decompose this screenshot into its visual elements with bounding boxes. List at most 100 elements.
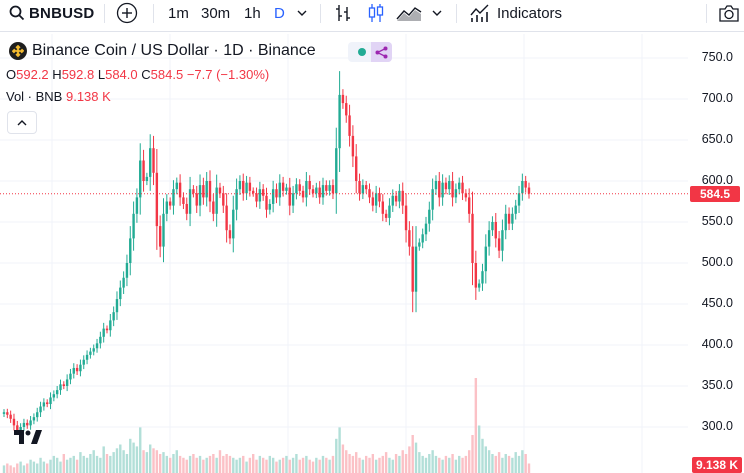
volume-legend[interactable]: Vol · BNB 9.138 K <box>6 89 111 104</box>
volume-bar <box>102 446 105 473</box>
volume-bar <box>454 459 458 473</box>
bnb-logo-icon <box>9 42 27 60</box>
volume-bar <box>504 454 507 473</box>
candle-body <box>152 148 155 173</box>
volume-bar <box>218 450 222 473</box>
volume-bar <box>335 438 338 473</box>
candle-body <box>501 230 504 251</box>
market-status-pill[interactable] <box>348 42 392 62</box>
interval-1m[interactable]: 1m <box>168 4 189 22</box>
volume-bar <box>188 455 192 473</box>
volume-bar <box>328 459 331 473</box>
volume-bar <box>32 461 36 473</box>
candle-body <box>517 193 521 206</box>
volume-bar <box>391 459 394 473</box>
candles-style-button[interactable] <box>366 0 386 26</box>
price-axis-label: 350.0 <box>701 378 733 392</box>
candle-body <box>185 203 188 214</box>
candle-body <box>358 181 361 194</box>
high-label: H <box>52 67 62 82</box>
candle-body <box>198 185 202 206</box>
volume-bar <box>351 455 355 473</box>
candle-body <box>491 222 494 231</box>
chevron-up-icon <box>17 119 27 125</box>
chart-type-dropdown[interactable] <box>431 0 443 26</box>
volume-bar <box>168 457 172 473</box>
candle-body <box>22 422 26 427</box>
volume-bar <box>494 455 497 473</box>
volume-bar <box>36 463 39 473</box>
volume-bar <box>461 457 464 473</box>
candle-body <box>122 277 125 288</box>
candle-body <box>318 187 321 198</box>
volume-bar <box>408 446 411 473</box>
candle-body <box>371 197 375 206</box>
volume-bar <box>381 455 384 473</box>
candle-body <box>484 246 488 272</box>
volume-bar <box>388 457 391 473</box>
volume-bar <box>65 459 69 473</box>
volume-bar <box>72 455 75 473</box>
candle-body <box>195 193 198 206</box>
candle-body <box>265 195 268 210</box>
interval-d[interactable]: D <box>274 4 285 22</box>
candle-body <box>42 402 46 407</box>
volume-bar <box>325 457 328 473</box>
volume-bar <box>129 438 132 473</box>
interval-1h[interactable]: 1h <box>244 4 261 22</box>
volume-bar <box>507 455 511 473</box>
open-label: O <box>6 67 17 82</box>
candle-body <box>497 238 501 251</box>
candle-body <box>79 364 82 372</box>
candle-body <box>75 367 79 372</box>
volume-bar <box>205 457 208 473</box>
interval-dropdown[interactable] <box>296 0 308 26</box>
candle-body <box>89 351 92 355</box>
close-value: 584.5 <box>150 67 184 82</box>
volume-bar <box>431 450 434 473</box>
volume-bar <box>271 457 275 473</box>
volume-bar <box>212 454 215 473</box>
volume-bar <box>155 450 159 473</box>
candle-body <box>85 354 89 360</box>
snapshot-button[interactable] <box>718 0 740 26</box>
candle-body <box>421 234 424 243</box>
legend-title[interactable]: Binance Coin / US Dollar · 1D · Binance <box>9 42 316 60</box>
candle-body <box>471 213 474 263</box>
interval-30m[interactable]: 30m <box>201 4 231 22</box>
bar-style-button[interactable] <box>333 0 353 26</box>
volume-bar <box>26 463 29 473</box>
candle-body <box>388 205 391 218</box>
volume-bar <box>285 455 288 473</box>
volume-bar <box>215 457 218 473</box>
volume-bar <box>521 450 524 473</box>
candle-body <box>102 328 105 337</box>
candle-body <box>225 205 228 231</box>
indicators-button[interactable]: Indicators <box>469 0 562 26</box>
candle-body <box>192 189 195 194</box>
volume-bar <box>418 452 421 473</box>
volume-bar <box>92 450 95 473</box>
candle-body <box>345 103 348 116</box>
search-icon <box>9 5 25 21</box>
candle-body <box>188 189 192 214</box>
volume-bar <box>374 459 378 473</box>
collapse-legend-button[interactable] <box>7 111 37 134</box>
area-style-button[interactable] <box>395 0 423 26</box>
area-chart-icon <box>396 7 422 21</box>
tradingview-logo-icon[interactable] <box>14 428 42 451</box>
candle-body <box>132 213 135 239</box>
volume-bar <box>265 459 268 473</box>
volume-bar <box>225 454 228 473</box>
candle-body <box>248 182 252 191</box>
volume-bar <box>112 452 115 473</box>
symbol-search-button[interactable]: BNBUSD <box>9 0 94 26</box>
volume-bar <box>119 444 122 473</box>
open-value: 592.2 <box>16 67 49 82</box>
add-symbol-button[interactable] <box>116 0 138 26</box>
candle-body <box>149 148 152 177</box>
candle-body <box>32 417 36 421</box>
volume-bar <box>195 457 198 473</box>
candle-body <box>378 193 381 202</box>
